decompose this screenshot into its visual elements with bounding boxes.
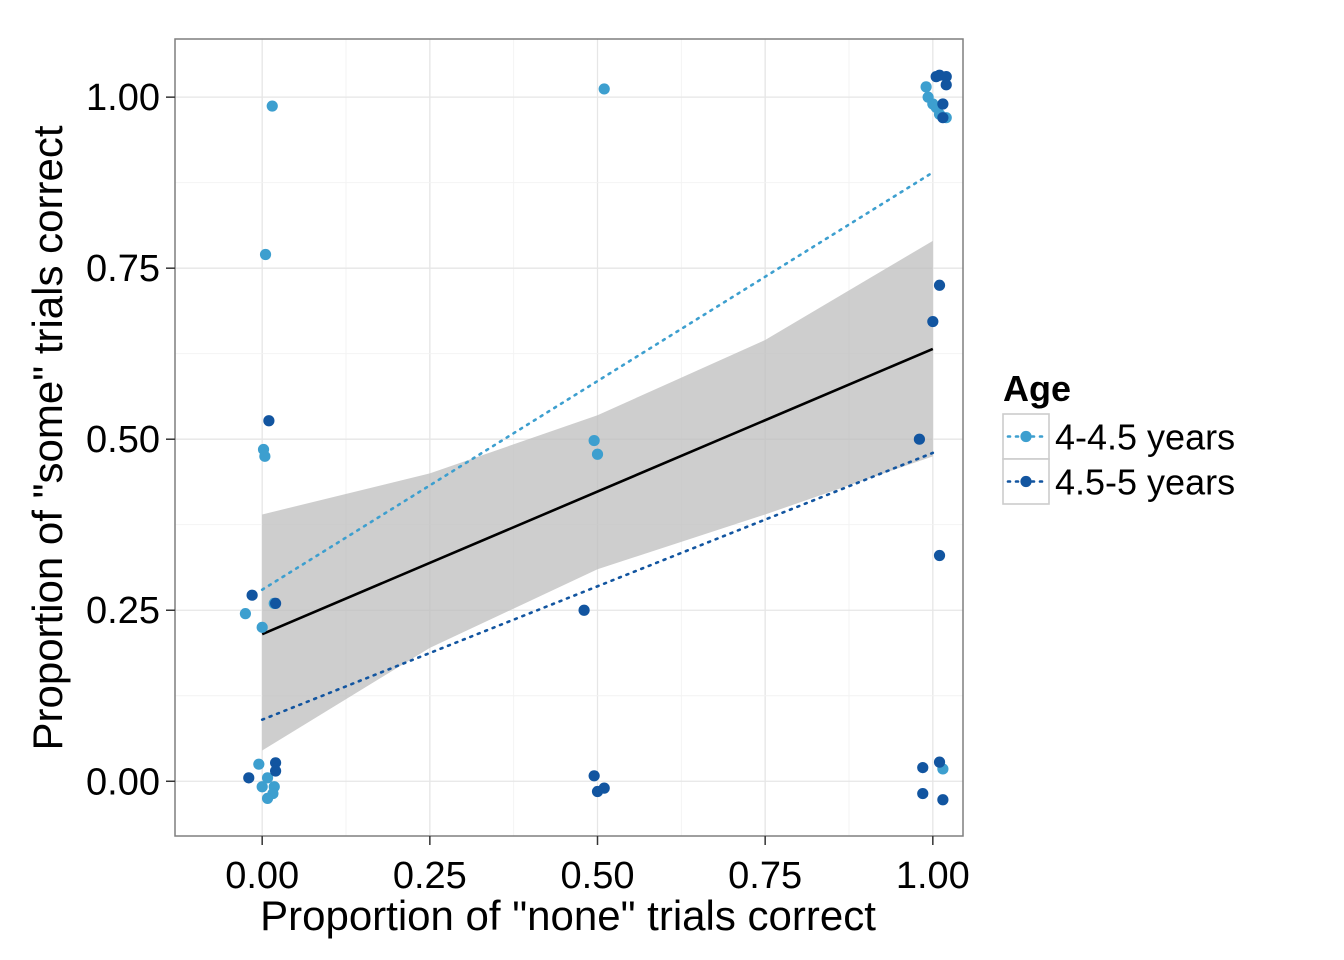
data-point-series-1 [920,81,932,93]
fit-line-series-1 [260,171,935,592]
data-point-series-1 [259,248,272,261]
data-point-series-2 [937,112,949,124]
data-point-series-2 [917,761,929,774]
y-tick-label: 0.00 [86,761,160,803]
confidence-ribbon [262,240,933,751]
data-point-series-2 [269,765,282,777]
y-tick-label: 1.00 [86,77,160,119]
data-point-series-1 [256,781,268,793]
x-tick-label: 0.75 [728,855,802,897]
data-point-series-2 [917,787,929,800]
x-tick-label: 0.25 [393,855,467,897]
data-point-series-1 [598,83,610,95]
y-tick-label: 0.75 [86,248,160,290]
confidence-ribbon-layer [262,240,933,751]
data-point-series-2 [927,315,939,328]
data-point-series-2 [913,433,926,445]
x-tick-label: 0.50 [561,855,635,897]
x-axis-title: Proportion of "none" trials correct [260,892,876,939]
data-point-series-1 [261,792,274,804]
data-point-series-1 [261,772,274,784]
data-point-series-2 [937,98,949,110]
data-point-series-2 [263,415,275,427]
data-point-series-2 [578,604,590,616]
data-point-series-2 [933,756,946,768]
x-tick-label: 0.00 [225,855,299,897]
x-axis-ticks: 0.00 0.25 0.50 0.75 1.00 [225,836,970,897]
data-point-series-1 [253,758,265,770]
data-point-series-2 [269,597,282,609]
fit-line-series-2 [260,451,935,721]
data-point-series-1 [256,621,268,633]
data-point-series-2 [937,794,949,806]
y-axis-title: Proportion of "some" trials correct [24,125,71,750]
data-point-series-2 [933,549,946,562]
y-tick-label: 0.25 [86,590,160,632]
data-point-series-2 [246,589,258,601]
legend-title: Age [1003,368,1071,409]
y-axis-ticks: 0.00 0.25 0.50 0.75 1.00 [86,77,175,803]
data-point-series-1 [588,434,600,447]
legend-key-point [1020,475,1032,488]
x-tick-label: 1.00 [896,855,970,897]
data-point-series-1 [259,450,271,462]
legend-key-point [1020,430,1032,443]
fit-lines-layer [260,171,935,721]
data-point-series-2 [243,772,255,784]
legend-label: 4-4.5 years [1055,417,1235,458]
data-point-series-1 [591,448,604,460]
overall-fit-line [261,347,934,636]
data-point-series-2 [269,757,282,769]
data-point-series-2 [591,785,604,798]
data-point-series-1 [239,608,252,620]
plot-panel-border [174,38,964,837]
data-points-layer [239,69,952,806]
legend-label: 4.5-5 years [1055,462,1235,503]
data-point-series-2 [940,71,952,83]
y-tick-label: 0.50 [86,419,160,461]
data-point-series-2 [588,770,600,782]
data-point-series-2 [940,79,952,91]
data-point-series-2 [933,279,946,291]
data-point-series-1 [266,100,278,112]
